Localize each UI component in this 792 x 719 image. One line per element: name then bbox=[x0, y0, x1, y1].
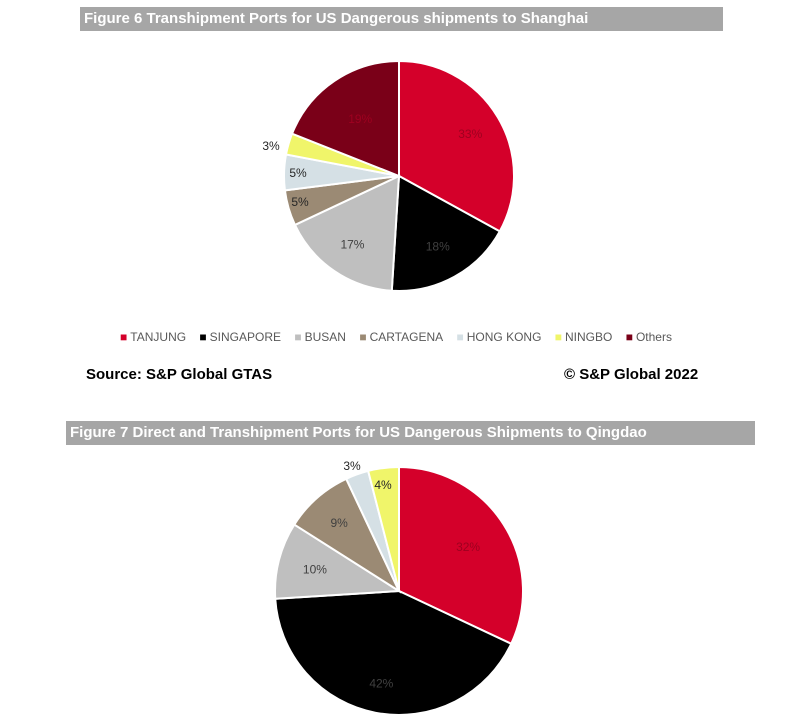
figure-6-title: Figure 6 Transhipment Ports for US Dange… bbox=[80, 7, 723, 31]
legend-marker: ■ bbox=[120, 330, 128, 344]
legend-item-cartagena: ■ CARTAGENA bbox=[359, 330, 443, 344]
data-label-singapore: 18% bbox=[426, 240, 450, 254]
data-label-ningbo: 3% bbox=[262, 139, 280, 153]
legend-item-singapore: ■ SINGAPORE bbox=[199, 330, 281, 344]
legend-label: HONG KONG bbox=[466, 330, 542, 344]
figure-7-title: Figure 7 Direct and Transhipment Ports f… bbox=[66, 421, 755, 445]
legend-item-busan: ■ BUSAN bbox=[294, 330, 346, 344]
legend-item-tanjung: ■ TANJUNG bbox=[120, 330, 186, 344]
data-label-cartagena: 9% bbox=[330, 516, 348, 530]
pie-slice-tanjung bbox=[398, 59, 515, 233]
legend-marker: ■ bbox=[359, 330, 367, 344]
legend-marker: ■ bbox=[456, 330, 464, 344]
legend-label: SINGAPORE bbox=[209, 330, 282, 344]
copyright-note: © S&P Global 2022 bbox=[564, 366, 699, 383]
data-label-tanjung: 33% bbox=[458, 127, 482, 141]
legend-item-ningbo: ■ NINGBO bbox=[555, 330, 613, 344]
pie-slice-others bbox=[290, 59, 400, 178]
figure-6-pie-chart: 33% 18% 17% 5% 5% 3% 19% bbox=[262, 59, 515, 292]
data-label-hong-kong: 3% bbox=[343, 459, 361, 473]
pie-slice-singapore bbox=[390, 174, 502, 292]
figure-6-legend: ■ TANJUNG ■ SINGAPORE ■ BUSAN ■ CARTAGENA ■ H… bbox=[0, 330, 792, 344]
pie-slice-singapore bbox=[274, 589, 513, 716]
legend-marker: ■ bbox=[294, 330, 302, 344]
pie-slice-tanjung bbox=[398, 465, 524, 646]
legend-label: Others bbox=[635, 330, 672, 344]
data-label-hong-kong: 5% bbox=[289, 166, 307, 180]
source-note: Source: S&P Global GTAS bbox=[86, 366, 273, 383]
data-label-tanjung: 32% bbox=[456, 540, 480, 554]
legend-marker: ■ bbox=[554, 330, 562, 344]
data-label-busan: 17% bbox=[340, 237, 364, 251]
legend-marker: ■ bbox=[199, 330, 207, 344]
data-label-ningbo: 4% bbox=[374, 478, 392, 492]
legend-label: CARTAGENA bbox=[369, 330, 444, 344]
data-label-busan: 10% bbox=[303, 562, 327, 576]
legend-item-hong-kong: ■ HONG KONG bbox=[456, 330, 541, 344]
legend-item-others: ■ Others bbox=[626, 330, 672, 344]
data-label-cartagena: 5% bbox=[291, 195, 309, 209]
legend-marker: ■ bbox=[625, 330, 633, 344]
legend-label: TANJUNG bbox=[130, 330, 187, 344]
pie-slice-ningbo bbox=[366, 465, 400, 592]
data-label-singapore: 42% bbox=[369, 677, 393, 691]
legend-label: NINGBO bbox=[565, 330, 613, 344]
data-label-others: 19% bbox=[348, 112, 372, 126]
pie-slice-busan bbox=[274, 523, 403, 600]
legend-label: BUSAN bbox=[304, 330, 346, 344]
pie-slice-busan bbox=[293, 174, 401, 292]
